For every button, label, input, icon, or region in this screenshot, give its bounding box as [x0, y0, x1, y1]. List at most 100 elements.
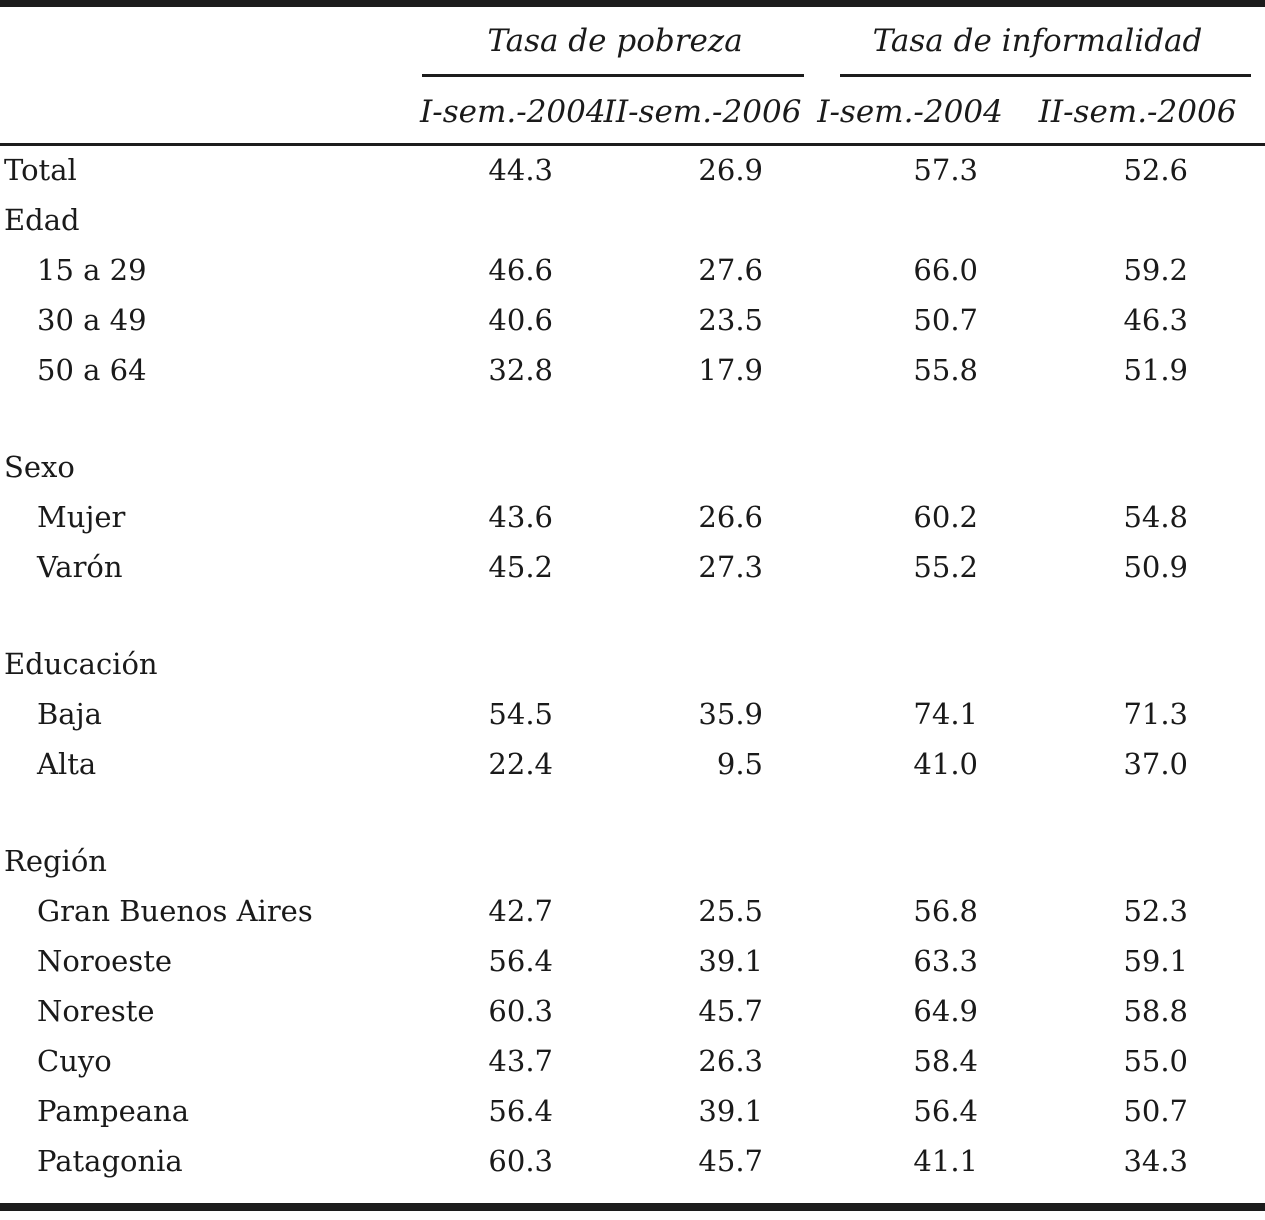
section-row: Región	[0, 836, 1265, 886]
cell-value: 37.0	[1123, 746, 1189, 781]
cell-value: 55.0	[1123, 1043, 1189, 1078]
cell-value: 58.4	[913, 1043, 978, 1078]
cell-value: 59.2	[1123, 252, 1189, 287]
spacer-row	[0, 395, 1265, 442]
cell-value: 56.4	[488, 943, 553, 978]
cell-value: 45.7	[698, 1143, 763, 1178]
spacer-row	[0, 592, 1265, 639]
cell-value: 58.8	[1123, 993, 1189, 1028]
row-label: Alta	[37, 746, 97, 781]
cell-value: 52.3	[1123, 893, 1189, 928]
cell-value: 52.6	[1123, 153, 1189, 188]
col-group-tasa-de-informalidad: Tasa de informalidad	[810, 4, 1265, 77]
cell-value: 9.5	[716, 746, 763, 781]
col-header-pobreza-2006: II-sem.-2006	[595, 77, 810, 146]
row-label: 50 a 64	[37, 352, 147, 387]
cell-value: 57.3	[913, 153, 978, 188]
col-header-pobreza-2004: I-sem.-2004	[420, 77, 606, 146]
group-header-row: Tasa de pobreza Tasa de informalidad	[0, 4, 1265, 78]
cell-value: 25.5	[698, 893, 763, 928]
bottom-padding-cell	[0, 1186, 1265, 1207]
header-corner-cell	[0, 4, 420, 78]
cell-value	[810, 195, 1010, 245]
cell-value: 27.6	[698, 252, 763, 287]
cell-value	[595, 639, 810, 689]
cell-value: 54.8	[1123, 499, 1189, 534]
cell-value	[1010, 639, 1265, 689]
cell-value: 60.3	[488, 1143, 553, 1178]
cell-value: 27.3	[698, 549, 763, 584]
cell-value: 50.7	[1123, 1093, 1189, 1128]
cell-value: 43.6	[488, 499, 553, 534]
spacer-cell	[0, 592, 1265, 639]
cell-value: 55.2	[913, 549, 978, 584]
cell-value: 26.9	[698, 153, 763, 188]
cell-value	[1010, 442, 1265, 492]
row-label: Gran Buenos Aires	[37, 893, 313, 928]
table-row: Patagonia 60.3 45.7 41.1 34.3	[0, 1136, 1265, 1186]
table-row: Pampeana 56.4 39.1 56.4 50.7	[0, 1086, 1265, 1136]
col-group-tasa-de-pobreza: Tasa de pobreza	[420, 4, 810, 77]
cell-value: 40.6	[488, 302, 553, 337]
cell-value: 51.9	[1123, 352, 1189, 387]
cell-value: 22.4	[488, 746, 553, 781]
section-row: Sexo	[0, 442, 1265, 492]
cell-value: 41.0	[913, 746, 978, 781]
cell-value: 45.2	[488, 549, 553, 584]
row-label: Total	[4, 153, 77, 188]
table-header: Tasa de pobreza Tasa de informalidad I-s…	[0, 4, 1265, 146]
row-label: 30 a 49	[37, 302, 147, 337]
cell-value: 46.3	[1123, 302, 1189, 337]
row-label: Región	[4, 843, 107, 878]
row-label: Baja	[37, 696, 102, 731]
cell-value	[420, 639, 595, 689]
row-label: Educación	[4, 646, 158, 681]
cell-value: 55.8	[913, 352, 978, 387]
row-label: Mujer	[37, 499, 126, 534]
cell-value: 43.7	[488, 1043, 553, 1078]
cell-value: 50.7	[913, 302, 978, 337]
col-group-label: Tasa de informalidad	[872, 23, 1203, 59]
table-row: 30 a 49 40.6 23.5 50.7 46.3	[0, 295, 1265, 345]
cell-value: 50.9	[1123, 549, 1189, 584]
subheader-corner-cell	[0, 77, 420, 146]
cell-value	[1010, 836, 1265, 886]
cell-value: 56.4	[913, 1093, 978, 1128]
row-label: Pampeana	[37, 1093, 189, 1128]
cell-value: 59.1	[1123, 943, 1189, 978]
cell-value: 46.6	[488, 252, 553, 287]
table-row: Mujer 43.6 26.6 60.2 54.8	[0, 492, 1265, 542]
cell-value: 64.9	[913, 993, 978, 1028]
cell-value	[810, 442, 1010, 492]
cell-value: 41.1	[913, 1143, 978, 1178]
table-row: Noreste 60.3 45.7 64.9 58.8	[0, 986, 1265, 1036]
table-row: 50 a 64 32.8 17.9 55.8 51.9	[0, 345, 1265, 395]
cell-value: 74.1	[913, 696, 978, 731]
spacer-row	[0, 789, 1265, 836]
cell-value: 56.4	[488, 1093, 553, 1128]
table-row: 15 a 29 46.6 27.6 66.0 59.2	[0, 245, 1265, 295]
cell-value: 63.3	[913, 943, 978, 978]
cell-value: 34.3	[1123, 1143, 1189, 1178]
table-row: Total 44.3 26.9 57.3 52.6	[0, 145, 1265, 195]
row-label: Cuyo	[37, 1043, 112, 1078]
cell-value	[810, 836, 1010, 886]
cell-value: 26.6	[698, 499, 763, 534]
section-row: Edad	[0, 195, 1265, 245]
cell-value	[420, 836, 595, 886]
subheader-row: I-sem.-2004 II-sem.-2006 I-sem.-2004 II-…	[0, 77, 1265, 146]
group-underline-rule	[840, 74, 1252, 77]
cell-value: 32.8	[488, 352, 553, 387]
col-group-label: Tasa de pobreza	[487, 23, 743, 59]
cell-value: 23.5	[698, 302, 763, 337]
cell-value	[420, 195, 595, 245]
row-label: 15 a 29	[37, 252, 147, 287]
cell-value: 45.7	[698, 993, 763, 1028]
cell-value: 66.0	[913, 252, 978, 287]
table-row: Alta 22.4 9.5 41.0 37.0	[0, 739, 1265, 789]
spacer-cell	[0, 789, 1265, 836]
col-header-informalidad-2006: II-sem.-2006	[1010, 77, 1265, 146]
table-row: Gran Buenos Aires 42.7 25.5 56.8 52.3	[0, 886, 1265, 936]
